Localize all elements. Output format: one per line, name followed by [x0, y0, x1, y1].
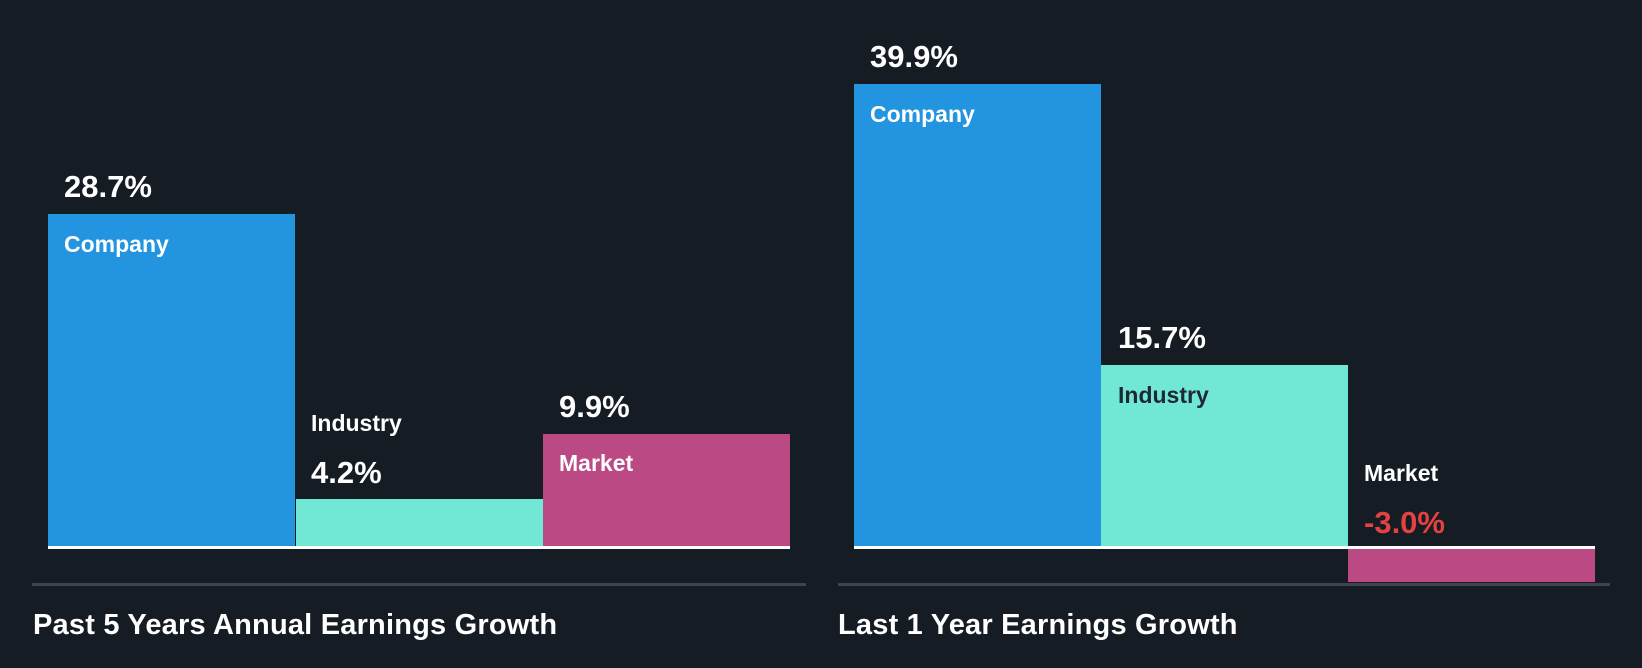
market-bar [543, 434, 790, 547]
zero-baseline [48, 546, 790, 549]
company-bar [854, 84, 1101, 547]
industry-label: Industry [1118, 382, 1209, 408]
chart-title: Last 1 Year Earnings Growth [838, 609, 1238, 641]
company-value: 28.7% [64, 169, 152, 204]
chart-title: Past 5 Years Annual Earnings Growth [33, 609, 558, 641]
axis-divider [32, 583, 806, 586]
industry-value: 15.7% [1118, 320, 1206, 355]
market-value: 9.9% [559, 389, 630, 424]
company-label: Company [64, 231, 169, 257]
market-label: Market [1364, 460, 1439, 486]
industry-label: Industry [311, 410, 402, 436]
company-bar [48, 214, 295, 547]
chart-past-5-years: 28.7% Company Industry 4.2% 9.9% Market … [32, 169, 806, 641]
industry-bar [296, 499, 543, 547]
industry-value: 4.2% [311, 455, 382, 490]
zero-baseline [854, 546, 1595, 549]
axis-divider [838, 583, 1610, 586]
market-bar [1348, 547, 1595, 582]
company-label: Company [870, 101, 975, 127]
company-value: 39.9% [870, 39, 958, 74]
chart-last-1-year: 39.9% Company 15.7% Industry Market -3.0… [821, 0, 1642, 668]
industry-bar [1101, 365, 1348, 547]
market-label: Market [559, 450, 634, 476]
market-value: -3.0% [1364, 505, 1445, 540]
